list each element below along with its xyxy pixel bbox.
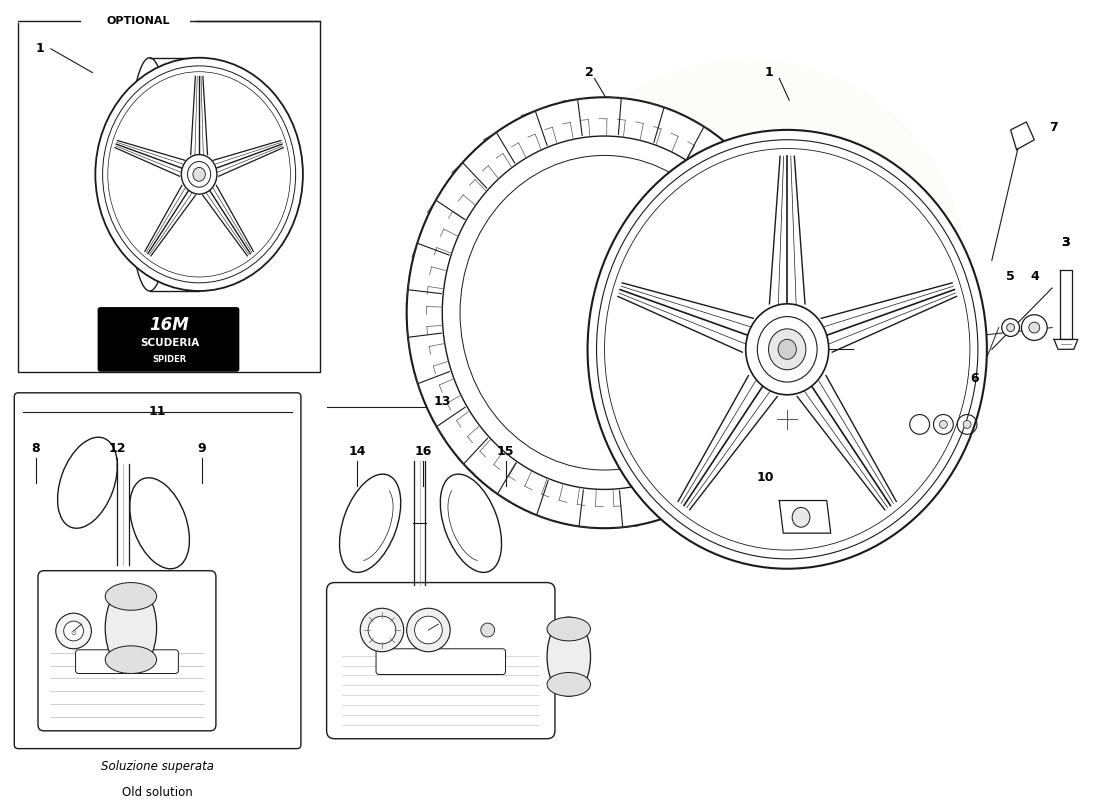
Text: la passion
pour l'automobile
depuis 1985: la passion pour l'automobile depuis 1985 (400, 237, 759, 517)
Polygon shape (1054, 339, 1078, 350)
Ellipse shape (106, 583, 156, 673)
Text: ⊙: ⊙ (70, 630, 77, 636)
Text: 7: 7 (1049, 122, 1058, 134)
Ellipse shape (340, 474, 400, 573)
Ellipse shape (188, 162, 211, 187)
Text: 3: 3 (1062, 236, 1070, 249)
Text: Old solution: Old solution (122, 786, 192, 798)
Text: SPIDER: SPIDER (152, 354, 187, 364)
Text: 16: 16 (415, 445, 432, 458)
Text: SCUDERIA: SCUDERIA (140, 338, 199, 348)
Ellipse shape (792, 507, 810, 527)
Text: 16M: 16M (150, 315, 189, 334)
Text: 2: 2 (585, 66, 594, 79)
Text: 9: 9 (198, 442, 207, 454)
Ellipse shape (407, 98, 802, 528)
Polygon shape (779, 501, 830, 533)
Text: 4: 4 (1030, 270, 1038, 282)
Ellipse shape (778, 339, 796, 359)
Ellipse shape (96, 58, 302, 291)
FancyBboxPatch shape (376, 649, 506, 674)
Ellipse shape (957, 414, 977, 434)
Ellipse shape (964, 421, 971, 428)
Text: OPTIONAL: OPTIONAL (106, 16, 169, 26)
Ellipse shape (415, 616, 442, 644)
Text: 1: 1 (35, 42, 44, 55)
FancyBboxPatch shape (39, 570, 216, 731)
Ellipse shape (64, 621, 84, 641)
Ellipse shape (769, 329, 806, 370)
Ellipse shape (547, 617, 591, 696)
Ellipse shape (360, 608, 404, 652)
Text: 3: 3 (1062, 236, 1070, 249)
Text: 15: 15 (497, 445, 515, 458)
Ellipse shape (56, 614, 91, 649)
Ellipse shape (910, 414, 930, 434)
Ellipse shape (757, 317, 817, 382)
Ellipse shape (587, 130, 987, 569)
Ellipse shape (106, 582, 156, 610)
Text: Soluzione superata: Soluzione superata (101, 760, 214, 773)
Text: 6: 6 (970, 373, 979, 386)
Ellipse shape (1022, 314, 1047, 341)
Polygon shape (1011, 122, 1034, 150)
Text: 14: 14 (349, 445, 366, 458)
Ellipse shape (130, 478, 189, 569)
FancyBboxPatch shape (327, 582, 554, 738)
Ellipse shape (547, 617, 591, 641)
Text: 12: 12 (108, 442, 125, 454)
Ellipse shape (1002, 318, 1020, 337)
FancyBboxPatch shape (98, 308, 239, 371)
Ellipse shape (1028, 322, 1040, 333)
Ellipse shape (440, 474, 502, 573)
Ellipse shape (547, 673, 591, 696)
Ellipse shape (934, 414, 954, 434)
Text: 11: 11 (148, 405, 166, 418)
Ellipse shape (746, 304, 828, 394)
Text: 10: 10 (757, 471, 774, 484)
Ellipse shape (128, 58, 172, 291)
Polygon shape (1060, 270, 1071, 339)
Text: 5: 5 (1006, 270, 1015, 282)
Ellipse shape (481, 623, 495, 637)
FancyBboxPatch shape (14, 393, 301, 749)
Ellipse shape (368, 616, 396, 644)
Ellipse shape (106, 646, 156, 674)
Ellipse shape (1006, 324, 1014, 331)
Ellipse shape (57, 438, 118, 528)
Text: 85: 85 (827, 280, 1004, 415)
Ellipse shape (182, 154, 217, 194)
Text: 13: 13 (433, 395, 451, 408)
Ellipse shape (939, 421, 947, 428)
Ellipse shape (407, 608, 450, 652)
Text: 1: 1 (766, 66, 773, 79)
FancyBboxPatch shape (76, 650, 178, 674)
Text: 8: 8 (32, 442, 41, 454)
Ellipse shape (192, 167, 206, 182)
